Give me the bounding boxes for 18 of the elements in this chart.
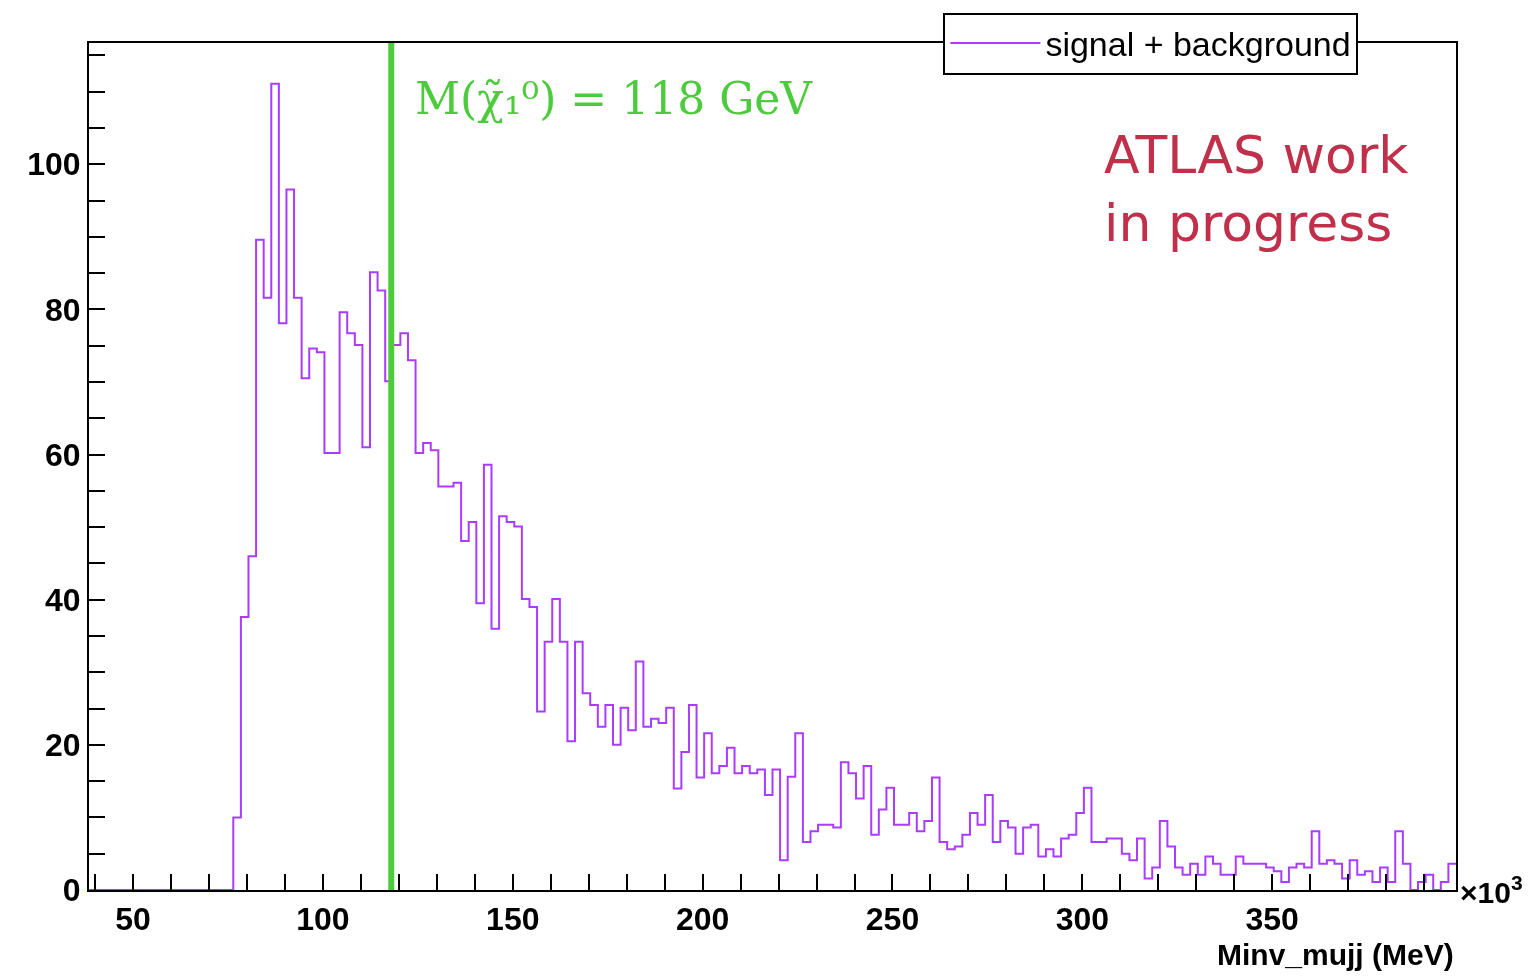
x-tick-label: 300 [1055, 901, 1110, 938]
x-tick-label: 250 [865, 901, 920, 938]
x-tick-label: 50 [115, 901, 151, 938]
x-axis-title: Minv_mujj (MeV) [1217, 938, 1454, 971]
y-tick-label: 0 [62, 872, 81, 909]
x-tick-label: 200 [675, 901, 730, 938]
text: ×10$^{3}$ [1460, 871, 1523, 909]
x-tick-label: 350 [1245, 901, 1299, 938]
y-tick-label: 80 [45, 291, 81, 328]
x-tick-label: 100 [296, 901, 350, 938]
legend-label: signal + background [1045, 25, 1351, 64]
ref-line-label: M(χ̃₁⁰) = 118 GeV [415, 73, 814, 124]
annotation: ATLAS work in progress [1104, 125, 1409, 253]
x-tick-label: 150 [486, 901, 540, 938]
y-tick-label: 100 [27, 146, 81, 183]
y-tick-label: 20 [45, 727, 81, 764]
y-tick-label: 40 [45, 581, 81, 618]
y-tick-label: 60 [45, 436, 81, 473]
